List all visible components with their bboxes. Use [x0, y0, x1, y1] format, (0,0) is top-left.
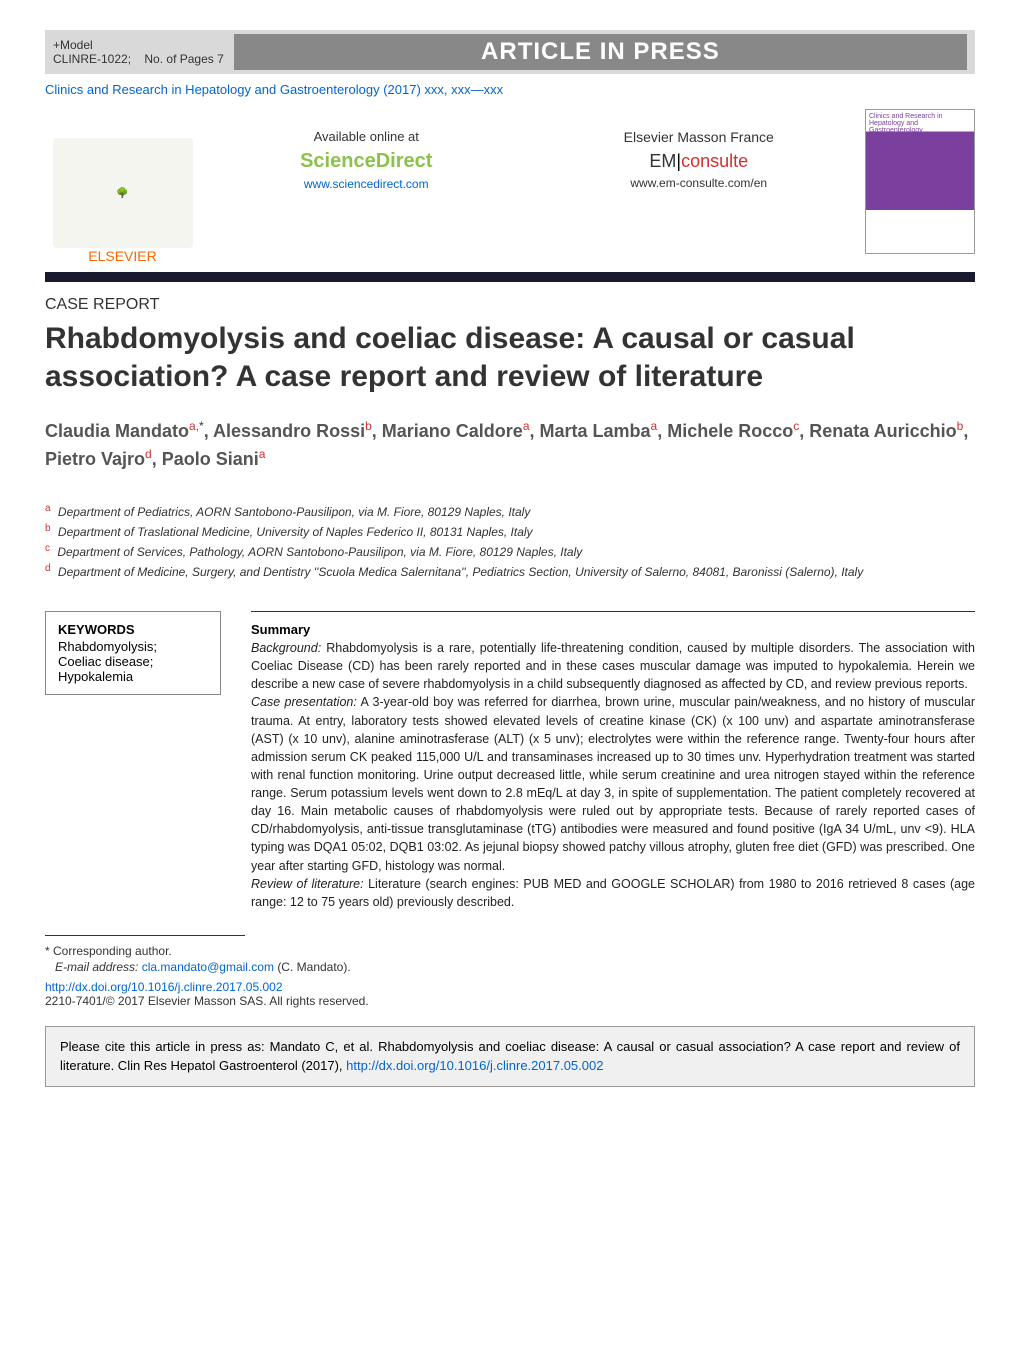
journal-cover-thumb: Clinics and Research in Hepatology and G… [865, 109, 975, 254]
email-note: E-mail address: cla.mandato@gmail.com (C… [45, 960, 975, 974]
background-label: Background: [251, 641, 321, 655]
email-suffix: (C. Mandato). [277, 960, 350, 974]
keywords-items: Rhabdomyolysis;Coeliac disease;Hypokalem… [58, 639, 208, 684]
keyword-item: Hypokalemia [58, 669, 208, 684]
sciencedirect-col: Available online at ScienceDirect www.sc… [220, 129, 513, 191]
elsevier-logo: 🌳 ELSEVIER [45, 109, 200, 264]
affiliation-item: a Department of Pediatrics, AORN Santobo… [45, 501, 975, 521]
header-row: 🌳 ELSEVIER Available online at ScienceDi… [45, 109, 975, 264]
emconsulte-link[interactable]: www.em-consulte.com/en [553, 176, 846, 190]
top-bar: +Model CLINRE-1022; No. of Pages 7 ARTIC… [45, 30, 975, 74]
sciencedirect-link[interactable]: www.sciencedirect.com [220, 177, 513, 191]
abstract-row: KEYWORDS Rhabdomyolysis;Coeliac disease;… [45, 611, 975, 911]
authors-list: Claudia Mandatoa,*, Alessandro Rossib, M… [45, 417, 975, 473]
citation-box: Please cite this article in press as: Ma… [45, 1026, 975, 1087]
keyword-item: Coeliac disease; [58, 654, 208, 669]
case-label: Case presentation: [251, 695, 357, 709]
summary-rule [251, 611, 975, 612]
affiliations-list: a Department of Pediatrics, AORN Santobo… [45, 501, 975, 581]
emconsulte-logo: EM|consulte [553, 151, 846, 172]
elsevier-tree-icon: 🌳 [53, 138, 193, 248]
email-label: E-mail address: [55, 960, 138, 974]
article-type: CASE REPORT [45, 296, 975, 314]
em-prefix: EM [649, 151, 676, 171]
sciencedirect-logo: ScienceDirect [220, 150, 513, 173]
article-title: Rhabdomyolysis and coeliac disease: A ca… [45, 320, 975, 395]
summary-heading: Summary [251, 622, 975, 637]
doi-link[interactable]: http://dx.doi.org/10.1016/j.clinre.2017.… [45, 980, 975, 994]
model-label: +Model [53, 38, 93, 52]
affiliation-item: d Department of Medicine, Surgery, and D… [45, 561, 975, 581]
em-suffix: consulte [681, 151, 748, 171]
cover-caption: Clinics and Research in Hepatology and G… [869, 113, 943, 134]
background-text: Rhabdomyolysis is a rare, potentially li… [251, 641, 975, 691]
keywords-box: KEYWORDS Rhabdomyolysis;Coeliac disease;… [45, 611, 221, 695]
affiliation-item: b Department of Traslational Medicine, U… [45, 521, 975, 541]
available-label: Available online at [220, 129, 513, 144]
copyright-line: 2210-7401/© 2017 Elsevier Masson SAS. Al… [45, 994, 975, 1008]
keywords-heading: KEYWORDS [58, 622, 208, 637]
footer-rule [45, 935, 245, 936]
summary-column: Summary Background: Rhabdomyolysis is a … [251, 611, 975, 911]
thick-divider [45, 272, 975, 282]
elsevier-text: ELSEVIER [88, 248, 156, 264]
header-mid: Available online at ScienceDirect www.sc… [220, 109, 845, 191]
masson-label: Elsevier Masson France [553, 129, 846, 145]
case-text: A 3-year-old boy was referred for diarrh… [251, 695, 975, 872]
review-label: Review of literature: [251, 877, 364, 891]
email-address[interactable]: cla.mandato@gmail.com [142, 960, 274, 974]
affiliation-item: c Department of Services, Pathology, AOR… [45, 541, 975, 561]
model-ref: +Model CLINRE-1022; No. of Pages 7 [53, 38, 224, 66]
corresponding-note: * Corresponding author. [45, 944, 975, 958]
summary-text: Background: Rhabdomyolysis is a rare, po… [251, 639, 975, 911]
keyword-item: Rhabdomyolysis; [58, 639, 208, 654]
journal-citation: Clinics and Research in Hepatology and G… [45, 82, 975, 97]
cite-doi[interactable]: http://dx.doi.org/10.1016/j.clinre.2017.… [346, 1058, 603, 1073]
pages-label: No. of Pages 7 [144, 52, 223, 66]
clinre-ref: CLINRE-1022; [53, 52, 131, 66]
in-press-banner: ARTICLE IN PRESS [234, 34, 967, 70]
emconsulte-col: Elsevier Masson France EM|consulte www.e… [553, 129, 846, 191]
